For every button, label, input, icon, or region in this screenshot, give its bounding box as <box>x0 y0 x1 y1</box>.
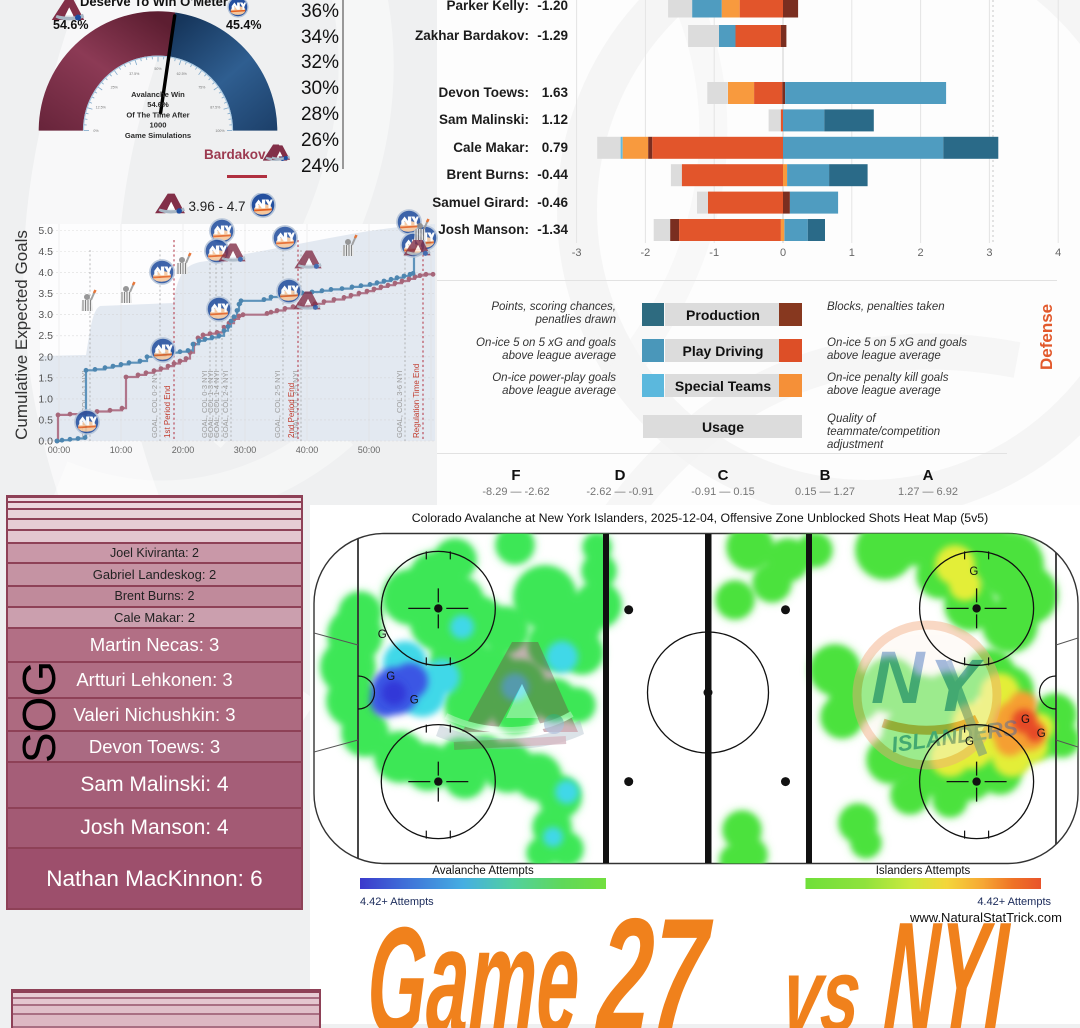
svg-text:GOAL, COL 0-2 NYI: GOAL, COL 0-2 NYI <box>150 370 159 438</box>
svg-text:G: G <box>1037 728 1046 740</box>
svg-text:40:00: 40:00 <box>296 445 319 455</box>
svg-text:1000: 1000 <box>150 121 167 130</box>
svg-text:0.5: 0.5 <box>38 414 53 426</box>
svg-text:37.5%: 37.5% <box>129 72 140 76</box>
svg-text:1: 1 <box>849 247 855 259</box>
svg-text:1.0: 1.0 <box>38 393 53 405</box>
svg-text:62.5%: 62.5% <box>177 72 188 76</box>
svg-text:100%: 100% <box>215 129 225 133</box>
svg-text:Avalanche Attempts: Avalanche Attempts <box>432 865 534 877</box>
svg-text:NYI: NYI <box>880 890 1014 1028</box>
svg-text:75%: 75% <box>198 85 206 89</box>
svg-text:1st Period End: 1st Period End <box>163 386 172 438</box>
svg-text:2: 2 <box>918 247 924 259</box>
svg-text:54.6%: 54.6% <box>147 100 169 109</box>
svg-text:GOAL, COL 1-4 NYI: GOAL, COL 1-4 NYI <box>212 370 221 438</box>
svg-text:0%: 0% <box>93 129 99 133</box>
svg-text:12.5%: 12.5% <box>96 105 107 109</box>
svg-text:1.5: 1.5 <box>38 372 53 384</box>
svg-text:4: 4 <box>1055 247 1061 259</box>
svg-text:3.0: 3.0 <box>38 309 53 321</box>
svg-text:Islanders Attempts: Islanders Attempts <box>876 865 971 877</box>
svg-text:3.5: 3.5 <box>38 288 53 300</box>
svg-text:G: G <box>410 695 419 707</box>
svg-text:GOAL, COL 2-4 NYI: GOAL, COL 2-4 NYI <box>221 370 230 438</box>
svg-text:G: G <box>965 736 974 748</box>
svg-text:20:00: 20:00 <box>172 445 195 455</box>
svg-text:-3: -3 <box>572 247 582 259</box>
svg-text:0: 0 <box>780 247 786 259</box>
svg-text:G: G <box>386 671 395 683</box>
svg-text:50%: 50% <box>154 67 162 71</box>
svg-text:G: G <box>969 566 978 578</box>
svg-text:3: 3 <box>986 247 992 259</box>
svg-text:27: 27 <box>592 885 716 1028</box>
svg-text:GOAL, COL 3-6 NYI: GOAL, COL 3-6 NYI <box>395 370 404 438</box>
svg-text:-1: -1 <box>709 247 719 259</box>
svg-text:10:00: 10:00 <box>110 445 133 455</box>
svg-text:GOAL, COL 2-5 NYI: GOAL, COL 2-5 NYI <box>273 370 282 438</box>
svg-text:vs: vs <box>778 936 866 1028</box>
svg-text:50:00: 50:00 <box>358 445 381 455</box>
svg-text:-2: -2 <box>641 247 651 259</box>
svg-text:N: N <box>871 636 926 719</box>
svg-text:4.5: 4.5 <box>38 246 53 258</box>
svg-text:Colorado Avalanche at New York: Colorado Avalanche at New York Islanders… <box>412 511 988 525</box>
svg-text:2.0: 2.0 <box>38 351 53 363</box>
svg-text:Game: Game <box>365 895 583 1028</box>
svg-text:4.0: 4.0 <box>38 267 53 279</box>
svg-text:G: G <box>378 629 387 641</box>
svg-text:30:00: 30:00 <box>234 445 257 455</box>
svg-text:Game Simulations: Game Simulations <box>125 131 191 140</box>
svg-text:Regulation Time End: Regulation Time End <box>412 364 421 438</box>
svg-text:5.0: 5.0 <box>38 225 53 237</box>
svg-text:Of The Time After: Of The Time After <box>126 110 189 119</box>
svg-text:25%: 25% <box>111 85 119 89</box>
svg-text:2.5: 2.5 <box>38 330 53 342</box>
svg-text:Avalanche Win: Avalanche Win <box>131 90 185 99</box>
svg-text:G: G <box>1021 714 1030 726</box>
svg-text:87.5%: 87.5% <box>210 105 221 109</box>
svg-text:2nd Period End: 2nd Period End <box>287 383 296 438</box>
svg-text:00:00: 00:00 <box>48 445 71 455</box>
